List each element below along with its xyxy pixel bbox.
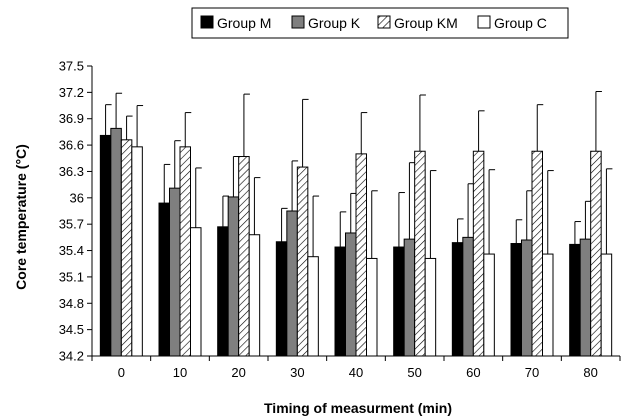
bar-group-c — [542, 253, 554, 357]
x-axis-title: Timing of measurment (min) — [264, 400, 452, 416]
bar-group-m — [334, 246, 346, 357]
y-tick-label: 34.2 — [59, 349, 84, 364]
bar-group-k — [227, 196, 240, 357]
bar-group-c — [483, 253, 495, 357]
plot-area: 34.2 34.5 34.8 35.1 35.4 35.7 36 36.3 36.6 36.9 37… — [59, 59, 621, 380]
x-tick-label: 30 — [290, 365, 304, 380]
bar-group-m — [451, 242, 464, 357]
legend-label-group-m: Group M — [217, 15, 271, 31]
bar-group-k — [169, 187, 181, 357]
bar-group-m — [217, 226, 229, 357]
bar-group-km — [120, 139, 133, 357]
bar-group-c — [190, 227, 202, 357]
y-tick-label: 36 — [70, 190, 84, 205]
y-tick-label: 34.5 — [59, 322, 84, 337]
bar-group-km — [590, 150, 602, 357]
legend-label-group-c: Group C — [494, 15, 547, 31]
legend-swatch-group-c — [477, 15, 491, 29]
bar-group-km — [179, 146, 191, 357]
bar-group-k — [345, 232, 357, 357]
bar-group-m — [99, 134, 112, 357]
legend-label-group-km: Group KM — [394, 15, 458, 31]
y-tick-label: 35.1 — [59, 269, 84, 284]
bar-group-c — [366, 257, 378, 357]
x-tick-label: 60 — [466, 365, 480, 380]
bar-group-k — [286, 210, 298, 357]
x-tick-label: 70 — [525, 365, 539, 380]
bar-group-c — [424, 257, 437, 357]
bar-group-k — [462, 236, 474, 357]
y-tick-label: 37.2 — [59, 85, 84, 100]
bar-group-km — [355, 153, 367, 357]
bar-group-m — [510, 243, 522, 357]
bar-group-k — [521, 239, 533, 357]
bar-group-k — [579, 238, 592, 357]
x-tick-label: 20 — [231, 365, 245, 380]
bar-group-km — [296, 166, 309, 357]
bar-group-m — [275, 241, 288, 357]
y-tick-label: 37.5 — [59, 59, 84, 74]
bar-group-km — [472, 150, 485, 357]
y-tick-label: 34.8 — [59, 296, 84, 311]
y-tick-label: 36.9 — [59, 111, 84, 126]
legend-swatch-group-m — [200, 15, 214, 29]
bar-group-c — [307, 256, 319, 357]
bar-group-m — [158, 202, 170, 357]
x-tick-label: 10 — [173, 365, 187, 380]
legend-swatch-group-km — [377, 15, 391, 29]
legend-swatch-group-k — [291, 15, 305, 29]
bar-group-k — [403, 238, 416, 357]
bar-group-m — [393, 246, 405, 357]
bar-group-km — [238, 156, 250, 357]
x-tick-label: 0 — [118, 365, 125, 380]
legend-label-group-k: Group K — [308, 15, 361, 31]
bar-group-c — [600, 253, 613, 357]
bar-group-c — [248, 234, 261, 357]
x-tick-label: 80 — [583, 365, 597, 380]
bar-group-k — [110, 127, 122, 357]
x-tick-label: 50 — [407, 365, 421, 380]
x-tick-label: 40 — [349, 365, 363, 380]
y-tick-label: 36.6 — [59, 138, 84, 153]
legend: Group M Group K Group KM Group C — [191, 7, 569, 39]
bar-group-km — [531, 150, 543, 357]
bar-group-m — [569, 243, 581, 357]
y-tick-label: 35.4 — [59, 243, 84, 258]
y-tick-label: 35.7 — [59, 217, 84, 232]
y-tick-label: 36.3 — [59, 164, 84, 179]
y-axis-title: Core temperature (°C) — [13, 144, 29, 290]
bar-group-c — [131, 146, 143, 357]
bar-group-km — [414, 150, 426, 357]
